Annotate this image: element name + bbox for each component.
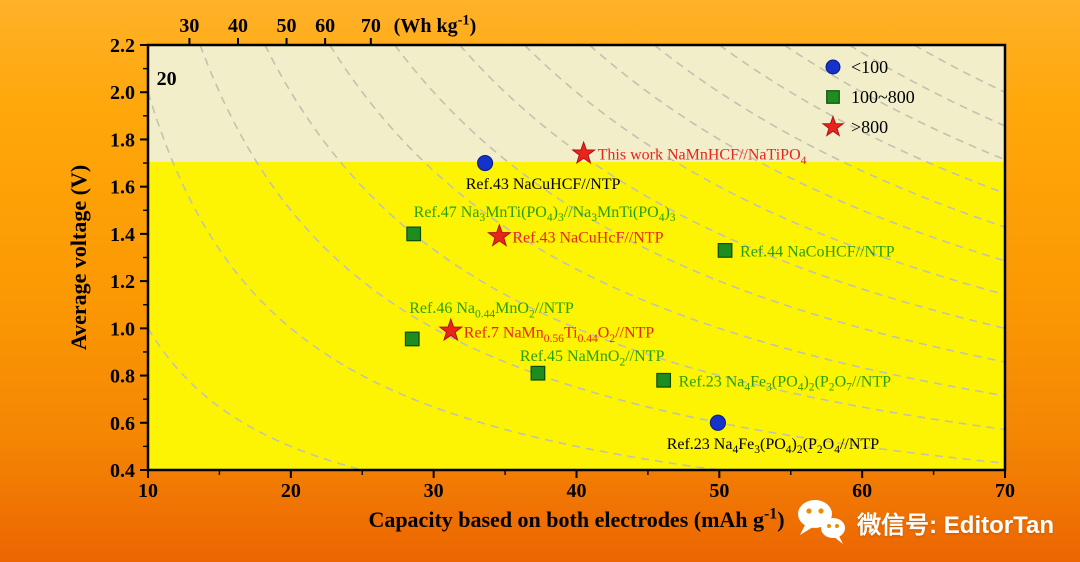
legend-label: >800 [851,117,888,137]
marker-square [406,226,422,242]
energy-contour-80 [523,45,1005,296]
data-point-square: Ref.45 NaMnO2//NTP [520,348,665,381]
marker-square [656,372,672,388]
energy-contour-20 [148,91,720,470]
x-tick-label: 40 [567,480,587,502]
y-tick-label: 1.4 [110,224,135,246]
marker-star [438,317,464,342]
y-tick-label: 1.8 [110,129,135,151]
data-point-star: This work NaMnHCF//NaTiPO4 [571,140,807,167]
y-tick-label: 0.8 [110,366,135,388]
legend-label: 100~800 [851,87,915,107]
energy-contour-100 [653,45,1005,228]
data-point-label: Ref.46 Na0.44MnO2//NTP [409,300,574,320]
marker-square [404,331,420,347]
y-tick-label: 1.0 [110,318,135,340]
wechat-id-text: 微信号: EditorTan [857,511,1054,539]
x-tick-label: 50 [709,480,729,502]
y-tick-label: 1.6 [110,177,135,199]
energy-contour-110 [718,45,1005,195]
data-point-label: This work NaMnHCF//NaTiPO4 [598,147,807,167]
legend: <100 100~800 >800 [821,57,915,137]
marker-circle [709,414,727,431]
y-tick-label: 0.6 [110,413,135,435]
contour-label-20: 20 [157,68,177,90]
top-tick-label: 50 [277,15,297,37]
data-point-label: Ref.23 Na4Fe3(PO4)2(P2O7//NTP [679,373,891,393]
y-tick-label: 2.0 [110,82,135,104]
data-point-square: Ref.23 Na4Fe3(PO4)2(P2O7//NTP [656,372,891,394]
legend-label: <100 [851,57,888,77]
top-axis-unit-label: (Wh kg-1) [394,12,477,37]
marker-star [571,140,597,165]
data-point-label: Ref.7 NaMn0.56Ti0.44O2//NTP [464,325,654,345]
x-axis-title: Capacity based on both electrodes (mAh g… [368,506,784,532]
top-tick-label: 30 [179,15,199,37]
y-tick-label: 1.2 [110,271,135,293]
energy-contour-120 [783,45,1005,161]
energy-contour-50 [329,45,1005,397]
data-point-label: Ref.47 Na3MnTi(PO4)3//Na3MnTi(PO4)3 [414,204,676,224]
marker-star [821,114,845,137]
energy-contour-10 [148,327,363,470]
top-tick-label: 70 [361,15,381,37]
marker-square [826,90,840,104]
top-tick-label: 40 [228,15,248,37]
data-point-square: Ref.44 NaCoHCF//NTP [717,243,895,260]
wechat-badge: 微信号: EditorTan [795,498,1054,546]
data-point-square: Ref.47 Na3MnTi(PO4)3//Na3MnTi(PO4)3 [406,204,676,242]
data-point-label: Ref.23 Na4Fe3(PO4)2(P2O4//NTP [667,436,879,456]
marker-star [486,223,512,247]
data-point-star: Ref.43 NaCuHcF//NTP [486,223,664,247]
marker-square [717,243,733,258]
marker-square [530,365,546,381]
data-point-square: Ref.46 Na0.44MnO2//NTP [404,300,574,347]
energy-contour-60 [394,45,1005,363]
axis-ticks: 10 20 30 40 50 60 70 0.4 0.6 0.8 1.0 1.2 1.4 1.6 1.8 2.… [110,15,1015,502]
energy-contour-40 [264,45,1005,431]
energy-contour-140 [913,45,1005,93]
energy-contour-group [148,45,1005,470]
x-tick-label: 70 [995,480,1015,502]
marker-circle [476,154,494,172]
energy-contour-90 [588,45,1005,262]
y-axis-title: Average voltage (V) [66,165,91,350]
energy-contour-70 [459,45,1005,330]
data-point-label: Ref.43 NaCuHCF//NTP [466,176,621,193]
x-tick-label: 20 [281,480,301,502]
energy-contour-30 [199,45,1005,465]
data-point-circle: Ref.23 Na4Fe3(PO4)2(P2O4//NTP [667,414,879,456]
data-point-star: Ref.7 NaMn0.56Ti0.44O2//NTP [438,317,654,345]
wechat-icon [798,500,846,544]
x-tick-label: 30 [424,480,444,502]
highlight-band [148,45,1005,162]
x-tick-label: 10 [138,480,158,502]
top-tick-label: 60 [315,15,335,37]
energy-contour-130 [848,45,1005,127]
y-tick-label: 0.4 [110,460,135,482]
x-tick-label: 60 [852,480,872,502]
marker-circle [825,59,841,75]
data-point-label: Ref.45 NaMnO2//NTP [520,348,665,368]
data-point-label: Ref.44 NaCoHCF//NTP [740,243,895,260]
y-tick-label: 2.2 [110,35,135,57]
data-point-circle: Ref.43 NaCuHCF//NTP [466,154,621,193]
data-points: Ref.43 NaCuHCF//NTP This work NaMnHCF//Na… [404,140,895,456]
data-point-label: Ref.43 NaCuHcF//NTP [512,229,663,246]
